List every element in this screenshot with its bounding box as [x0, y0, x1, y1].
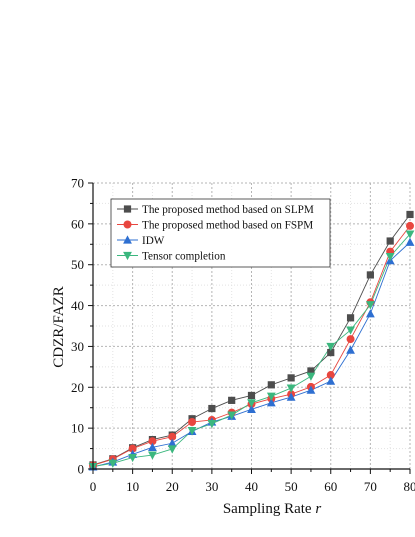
y-tick-label: 20 — [71, 380, 84, 395]
data-point-s1 — [386, 237, 394, 245]
data-point-s4 — [167, 445, 177, 454]
x-tick-label: 70 — [364, 479, 377, 494]
data-point-s4 — [326, 342, 336, 352]
legend-marker — [123, 235, 132, 244]
data-point-s2 — [168, 432, 177, 441]
x-axis-label: Sampling Rate r — [223, 501, 322, 517]
data-point-s4 — [207, 420, 217, 429]
data-point-s4 — [346, 326, 355, 335]
y-tick-label: 50 — [71, 257, 84, 272]
y-tick-label: 40 — [71, 298, 84, 313]
data-point-s3 — [167, 438, 177, 447]
data-point-s3 — [365, 309, 375, 318]
data-point-s1 — [307, 367, 315, 375]
data-point-s4 — [128, 453, 138, 463]
data-point-s4 — [227, 411, 237, 420]
data-point-s1 — [406, 210, 414, 219]
x-tick-label: 40 — [245, 479, 258, 494]
legend-marker — [123, 205, 132, 213]
data-point-s4 — [266, 392, 276, 401]
data-point-s1 — [346, 314, 355, 322]
legend-label: Tensor completion — [142, 251, 226, 263]
data-point-s2 — [128, 444, 137, 453]
data-point-s2 — [326, 371, 335, 380]
x-tick-label: 20 — [166, 479, 179, 494]
data-point-s3 — [247, 404, 256, 413]
data-point-s4 — [385, 252, 395, 262]
data-point-s1 — [267, 381, 275, 389]
x-tick-label: 10 — [126, 479, 139, 494]
x-tick-label: 80 — [404, 479, 415, 494]
axes — [88, 182, 411, 474]
data-point-s3 — [286, 392, 296, 401]
data-point-s4 — [286, 384, 296, 393]
data-point-s4 — [365, 301, 375, 310]
legend-box — [110, 198, 331, 268]
x-axis-label-text: Sampling Rate — [223, 501, 312, 517]
data-point-s1 — [327, 348, 335, 357]
data-point-s1 — [287, 374, 295, 382]
x-tick-label: 0 — [90, 479, 97, 494]
data-point-s1 — [247, 391, 256, 400]
legend-marker — [123, 251, 132, 261]
data-point-s4 — [405, 230, 415, 239]
legend-label: IDW — [142, 235, 165, 247]
legend-marker — [123, 220, 132, 229]
data-point-s4 — [247, 399, 256, 408]
data-point-s2 — [148, 437, 157, 446]
legend-label: The proposed method based on FSPM — [142, 220, 313, 232]
data-point-s3 — [148, 442, 157, 451]
y-tick-label: 30 — [71, 339, 84, 354]
x-axis-label-variable: r — [315, 501, 321, 517]
y-tick-label: 60 — [71, 216, 84, 231]
data-point-s4 — [187, 426, 197, 436]
x-tick-label: 30 — [205, 479, 218, 494]
legend-label: The proposed method based on SLPM — [142, 204, 314, 216]
y-tick-label: 0 — [78, 462, 85, 477]
data-point-s2 — [346, 335, 355, 344]
y-tick-label: 10 — [71, 421, 84, 436]
data-point-s3 — [326, 376, 336, 385]
y-axis-label: CDZR/FAZR — [51, 286, 67, 367]
data-point-s4 — [148, 451, 157, 460]
data-point-s1 — [366, 271, 374, 279]
tick-labels: 0 10 20 30 40 50 60 70 80 0 10 20 30 40 50 60 70 — [71, 176, 415, 495]
data-point-s4 — [108, 459, 118, 468]
legend: The proposed method based on SLPM The pro… — [110, 198, 331, 268]
x-tick-label: 60 — [324, 479, 337, 494]
data-point-s3 — [405, 237, 415, 246]
data-point-s3 — [266, 398, 276, 407]
x-tick-label: 50 — [285, 479, 298, 494]
data-point-s2 — [406, 221, 414, 230]
y-tick-label: 70 — [71, 176, 84, 191]
data-point-s3 — [306, 385, 316, 394]
data-point-s4 — [306, 372, 316, 381]
data-point-s2 — [188, 418, 197, 427]
data-point-s1 — [228, 396, 236, 404]
data-point-s3 — [346, 345, 355, 354]
data-point-s1 — [208, 404, 216, 413]
